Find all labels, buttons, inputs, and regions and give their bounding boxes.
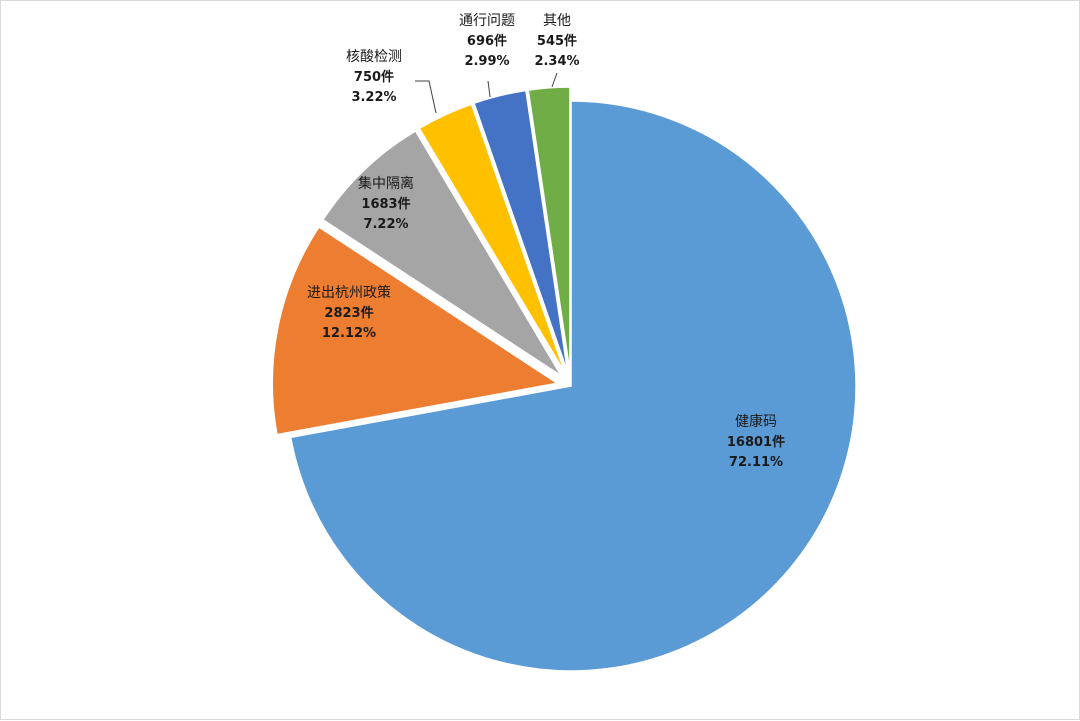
- slice-name-2: 集中隔离: [358, 175, 414, 192]
- data-label-4: 通行问题 696件 2.99%: [459, 13, 515, 69]
- data-label-3: 核酸检测 750件 3.22%: [346, 49, 402, 105]
- pie-slice-3: [418, 103, 566, 374]
- slice-count-5: 545件: [537, 33, 577, 49]
- slice-name-0: 健康码: [735, 413, 777, 430]
- pie-slice-4: [473, 89, 569, 373]
- pie-slice-2: [321, 129, 562, 377]
- slice-name-1: 进出杭州政策: [307, 284, 391, 301]
- leader-line-3: [415, 80, 437, 114]
- slice-count-2: 1683件: [361, 196, 410, 212]
- pie-slice-1: [271, 226, 560, 436]
- slice-count-0: 16801件: [727, 434, 785, 450]
- pie-slice-5: [527, 86, 571, 373]
- slice-name-4: 通行问题: [459, 13, 515, 29]
- slice-percent-1: 12.12%: [322, 326, 376, 341]
- data-label-1: 进出杭州政策 2823件 12.12%: [307, 284, 391, 341]
- leader-line-4: [487, 80, 491, 98]
- slice-percent-3: 3.22%: [351, 90, 396, 105]
- slice-percent-5: 2.34%: [534, 54, 579, 69]
- slice-percent-2: 7.22%: [363, 217, 408, 232]
- leader-line-5: [551, 72, 558, 88]
- slice-count-3: 750件: [354, 69, 394, 85]
- data-label-5: 其他 545件 2.34%: [534, 13, 579, 69]
- slice-count-1: 2823件: [324, 305, 373, 321]
- pie-slice-0: [289, 100, 857, 672]
- data-label-0: 健康码 16801件 72.11%: [727, 413, 785, 470]
- slice-percent-4: 2.99%: [464, 54, 509, 69]
- slice-percent-0: 72.11%: [729, 455, 783, 470]
- slice-name-5: 其他: [543, 13, 571, 29]
- slice-name-3: 核酸检测: [346, 49, 402, 65]
- data-label-2: 集中隔离 1683件 7.22%: [358, 175, 414, 232]
- slice-count-4: 696件: [467, 33, 507, 49]
